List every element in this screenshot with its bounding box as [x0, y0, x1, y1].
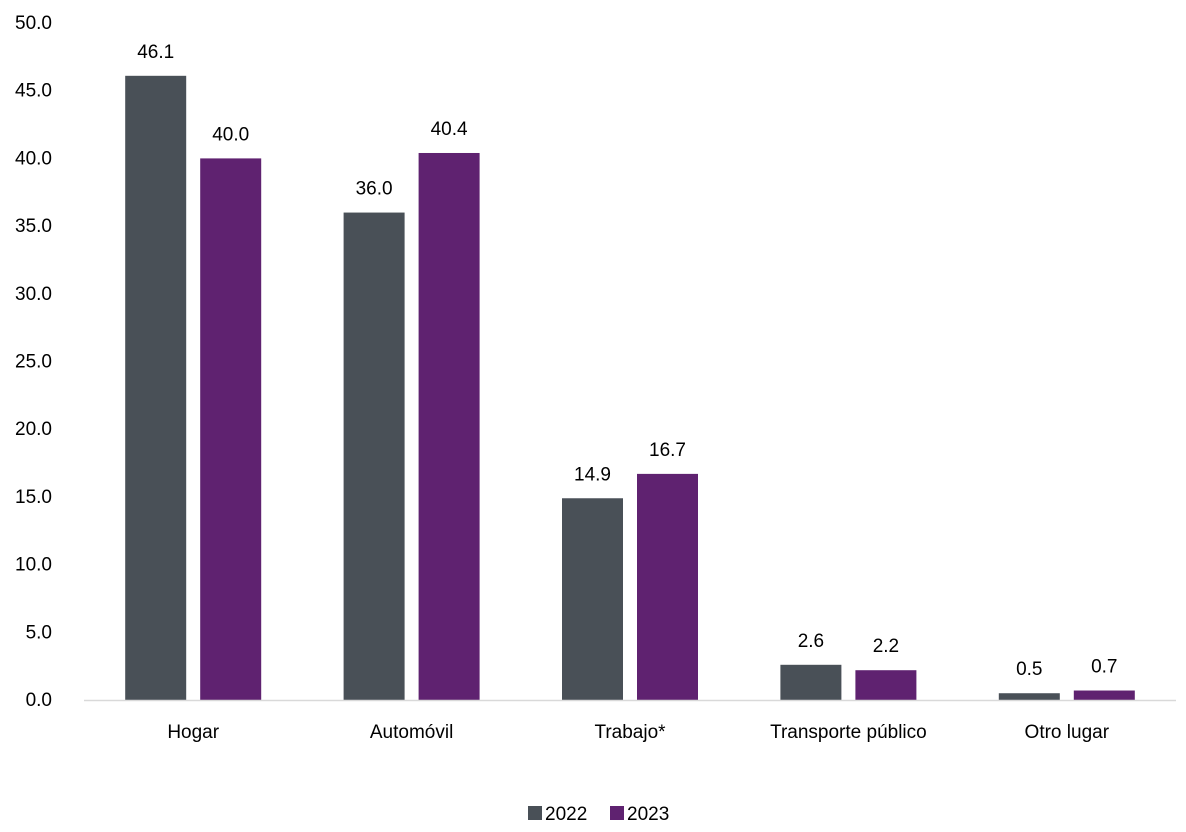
legend-label-2022: 2022: [545, 804, 587, 825]
data-label: 16.7: [649, 440, 686, 461]
bar-2022-4: [998, 693, 1060, 700]
bar-2022-3: [780, 664, 842, 700]
bar-2022-2: [562, 498, 623, 700]
legend-label-2023: 2023: [627, 804, 669, 825]
legend-swatch-2023: [610, 806, 624, 820]
bar-2023-0: [200, 158, 262, 700]
y-tick-label: 20.0: [15, 419, 52, 440]
bar-2023-3: [855, 670, 917, 700]
y-tick-label: 5.0: [26, 622, 52, 643]
bar-2023-1: [418, 152, 480, 700]
bar-2022-0: [125, 75, 187, 700]
y-tick-label: 25.0: [15, 352, 52, 373]
data-labels: 46.1 40.0 36.0 40.4 14.9 16.7 2.6 2.2 0.5 0.7: [137, 42, 1117, 680]
y-tick-label: 15.0: [15, 487, 52, 508]
legend-swatch-2022: [528, 806, 542, 820]
y-tick-label: 35.0: [15, 216, 52, 237]
data-label: 40.4: [431, 119, 468, 140]
category-label: Automóvil: [370, 722, 453, 743]
data-label: 0.5: [1016, 659, 1042, 680]
y-axis-ticks: 0.0 5.0 10.0 15.0 20.0 25.0 30.0 35.0 40.0 45.0 50…: [15, 13, 52, 711]
category-label: Hogar: [167, 722, 219, 743]
data-label: 46.1: [137, 42, 174, 63]
bar-2023-2: [637, 473, 698, 700]
legend: 2022 2023: [528, 804, 669, 825]
y-tick-label: 40.0: [15, 148, 52, 169]
y-tick-label: 50.0: [15, 13, 52, 34]
data-label: 14.9: [574, 464, 611, 485]
y-tick-label: 30.0: [15, 284, 52, 305]
y-tick-label: 45.0: [15, 81, 52, 102]
data-label: 2.6: [798, 631, 824, 652]
category-label: Transporte público: [770, 722, 927, 743]
y-tick-label: 0.0: [26, 690, 52, 711]
category-label: Trabajo*: [594, 722, 666, 743]
data-label: 40.0: [212, 124, 249, 145]
category-label: Otro lugar: [1025, 722, 1110, 743]
bar-2022-1: [343, 212, 405, 700]
bars: [125, 75, 1135, 700]
y-tick-label: 10.0: [15, 555, 52, 576]
data-label: 2.2: [873, 636, 899, 657]
category-labels: Hogar Automóvil Trabajo* Transporte público…: [167, 722, 1109, 743]
data-label: 0.7: [1091, 657, 1117, 678]
bar-2023-4: [1073, 690, 1135, 700]
data-label: 36.0: [356, 179, 393, 200]
